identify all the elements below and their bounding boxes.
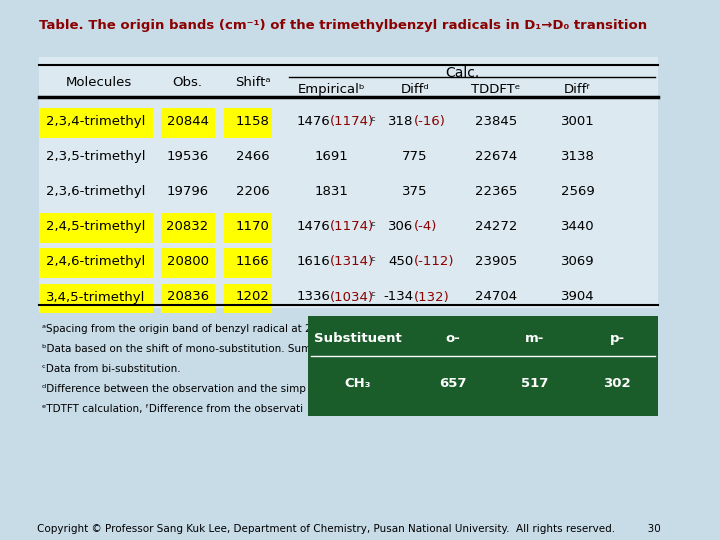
Text: 20832: 20832 <box>166 220 209 233</box>
Text: 20836: 20836 <box>166 291 209 303</box>
Text: 1170: 1170 <box>235 220 269 233</box>
Text: 1166: 1166 <box>235 255 269 268</box>
Text: ᶜ: ᶜ <box>371 220 376 233</box>
Text: 775: 775 <box>402 150 428 163</box>
FancyBboxPatch shape <box>39 284 153 313</box>
Text: 2,3,5-trimethyl: 2,3,5-trimethyl <box>45 150 145 163</box>
Text: (1174): (1174) <box>330 220 374 233</box>
Text: Table. The origin bands (cm⁻¹) of the trimethylbenzyl radicals in D₁→D₀ transiti: Table. The origin bands (cm⁻¹) of the tr… <box>39 19 647 32</box>
Text: 23845: 23845 <box>474 115 517 128</box>
FancyBboxPatch shape <box>39 248 153 278</box>
Text: ᵈDifference between the observation and the simp: ᵈDifference between the observation and … <box>42 384 306 394</box>
Text: 450: 450 <box>388 255 413 268</box>
Text: Diffᶠ: Diffᶠ <box>564 83 591 96</box>
Text: 657: 657 <box>439 377 467 390</box>
Text: 19536: 19536 <box>166 150 209 163</box>
Text: 2206: 2206 <box>235 185 269 198</box>
Text: (1174): (1174) <box>330 115 374 128</box>
Text: Copyright © Professor Sang Kuk Lee, Department of Chemistry, Pusan National Univ: Copyright © Professor Sang Kuk Lee, Depa… <box>37 523 660 534</box>
Text: ᶜ: ᶜ <box>371 115 376 128</box>
Text: 1616: 1616 <box>297 255 330 268</box>
Text: 2569: 2569 <box>561 185 595 198</box>
FancyBboxPatch shape <box>161 284 215 313</box>
Text: ᵃSpacing from the origin band of benzyl radical at 22002 cm⁻¹.: ᵃSpacing from the origin band of benzyl … <box>42 324 371 334</box>
Text: (-16): (-16) <box>413 115 446 128</box>
Text: 22365: 22365 <box>474 185 517 198</box>
Text: 3904: 3904 <box>561 291 595 303</box>
Text: o-: o- <box>446 332 460 345</box>
Text: 3138: 3138 <box>561 150 595 163</box>
Text: p-: p- <box>609 332 624 345</box>
Text: 24704: 24704 <box>474 291 517 303</box>
Text: 24272: 24272 <box>474 220 517 233</box>
Text: 517: 517 <box>521 377 549 390</box>
Text: 1336: 1336 <box>297 291 330 303</box>
Text: 375: 375 <box>402 185 428 198</box>
Text: (132): (132) <box>413 291 449 303</box>
Text: 19796: 19796 <box>166 185 209 198</box>
Text: 3069: 3069 <box>561 255 595 268</box>
Text: Molecules: Molecules <box>66 76 132 89</box>
Text: 20800: 20800 <box>166 255 209 268</box>
FancyBboxPatch shape <box>224 213 271 243</box>
Text: 1691: 1691 <box>315 150 348 163</box>
Text: ᶜ: ᶜ <box>371 255 376 268</box>
Text: -134: -134 <box>384 291 413 303</box>
Text: 23905: 23905 <box>474 255 517 268</box>
Text: TDDFTᵉ: TDDFTᵉ <box>471 83 521 96</box>
Text: ᶜData from bi-substitution.: ᶜData from bi-substitution. <box>42 364 181 374</box>
Text: (1034): (1034) <box>330 291 374 303</box>
Text: 2466: 2466 <box>235 150 269 163</box>
Text: Substituent: Substituent <box>314 332 402 345</box>
FancyBboxPatch shape <box>39 213 153 243</box>
Text: 3440: 3440 <box>561 220 595 233</box>
Text: CH₃: CH₃ <box>345 377 372 390</box>
Text: 22674: 22674 <box>474 150 517 163</box>
Text: (1314): (1314) <box>330 255 374 268</box>
FancyBboxPatch shape <box>307 316 658 416</box>
Text: Diffᵈ: Diffᵈ <box>400 83 429 96</box>
FancyBboxPatch shape <box>161 108 215 138</box>
Text: ᵉTDTFT calculation, ᶠDifference from the observati: ᵉTDTFT calculation, ᶠDifference from the… <box>42 404 303 414</box>
Text: (-4): (-4) <box>413 220 437 233</box>
Text: 302: 302 <box>603 377 631 390</box>
Text: 20844: 20844 <box>166 115 209 128</box>
Text: 2,3,6-trimethyl: 2,3,6-trimethyl <box>45 185 145 198</box>
Text: m-: m- <box>525 332 544 345</box>
Text: (-112): (-112) <box>413 255 454 268</box>
FancyBboxPatch shape <box>161 248 215 278</box>
Text: Obs.: Obs. <box>173 76 202 89</box>
Text: 1202: 1202 <box>235 291 269 303</box>
FancyBboxPatch shape <box>161 213 215 243</box>
Text: Empiricalᵇ: Empiricalᵇ <box>298 83 365 96</box>
Text: 2,3,4-trimethyl: 2,3,4-trimethyl <box>45 115 145 128</box>
FancyBboxPatch shape <box>224 284 271 313</box>
FancyBboxPatch shape <box>224 108 271 138</box>
Text: 2,4,5-trimethyl: 2,4,5-trimethyl <box>45 220 145 233</box>
FancyBboxPatch shape <box>39 108 153 138</box>
Text: 1476: 1476 <box>297 220 330 233</box>
Text: ᵇData based on the shift of mono-substitution. Sum: ᵇData based on the shift of mono-substit… <box>42 344 312 354</box>
FancyBboxPatch shape <box>39 57 658 308</box>
Text: 1158: 1158 <box>235 115 269 128</box>
Text: 3001: 3001 <box>561 115 595 128</box>
Text: Calc.: Calc. <box>445 66 480 80</box>
Text: 1831: 1831 <box>315 185 348 198</box>
Text: 306: 306 <box>388 220 413 233</box>
Text: 3,4,5-trimethyl: 3,4,5-trimethyl <box>45 291 145 303</box>
Text: 1476: 1476 <box>297 115 330 128</box>
Text: 2,4,6-trimethyl: 2,4,6-trimethyl <box>45 255 145 268</box>
Text: 318: 318 <box>388 115 413 128</box>
Text: Shiftᵃ: Shiftᵃ <box>235 76 271 89</box>
FancyBboxPatch shape <box>224 248 271 278</box>
Text: ᶜ: ᶜ <box>371 291 376 303</box>
